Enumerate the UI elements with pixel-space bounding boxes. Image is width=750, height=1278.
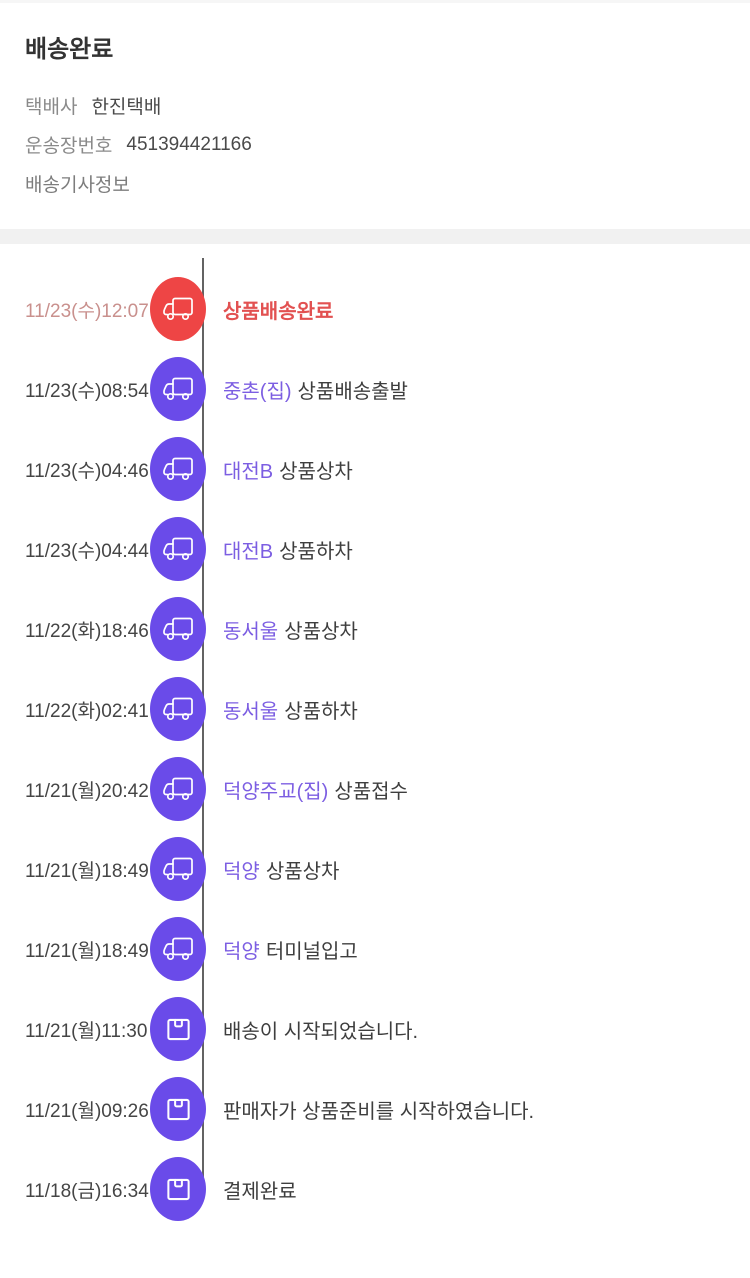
timeline-status-text: 배송이 시작되었습니다. — [223, 1015, 418, 1044]
timeline-status-text: 상품배송완료 — [223, 295, 333, 324]
timeline-status-text: 덕양 터미널입고 — [223, 935, 358, 964]
timeline-location: 덕양주교(집) — [223, 780, 329, 803]
timeline-timestamp: 11/21(월)20:42 — [25, 780, 149, 802]
timeline-location: 대전B — [223, 460, 274, 483]
timeline-row: 11/23(수)08:54 중촌(집) 상품배송출발 — [0, 349, 750, 429]
timeline-status-text: 덕양 상품상차 — [223, 855, 339, 884]
timeline-status-message: 상품하차 — [279, 540, 353, 563]
timeline-status-message: 배송이 시작되었습니다. — [223, 1020, 419, 1043]
timeline-timestamp: 11/22(화)02:41 — [25, 700, 149, 722]
tracking-number-label: 운송장번호 — [25, 136, 113, 157]
timeline-location: 덕양 — [223, 940, 260, 963]
timeline-status-message: 판매자가 상품준비를 시작하였습니다. — [223, 1100, 535, 1123]
timeline-status-message: 상품하차 — [284, 700, 358, 723]
timeline-location: 덕양 — [223, 860, 260, 883]
timeline-status-message: 터미널입고 — [265, 940, 358, 963]
package-box-icon — [166, 1018, 190, 1040]
timeline-row: 11/23(수)04:44 대전B 상품하차 — [0, 509, 750, 589]
timeline-timestamp: 11/21(월)18:49 — [25, 940, 149, 962]
timeline-timestamp: 11/23(수)04:46 — [25, 460, 149, 482]
timeline-row: 11/23(수)12:07 상품배송완료 — [0, 269, 750, 349]
timeline-status-badge — [150, 597, 206, 661]
driver-info-row: 배송기사정보 — [25, 164, 725, 203]
timeline-timestamp: 11/23(수)12:07 — [25, 300, 149, 322]
timeline-row: 11/22(화)18:46 동서울 상품상차 — [0, 589, 750, 669]
timeline-status-badge — [150, 997, 206, 1061]
timeline-location: 중촌(집) — [223, 380, 292, 403]
timeline-status-message: 상품접수 — [334, 780, 408, 803]
timeline-status-message: 상품상차 — [279, 460, 353, 483]
courier-row: 택배사 한진택배 — [25, 86, 725, 125]
page-title: 배송완료 — [25, 36, 114, 63]
timeline-status-message: 상품상차 — [265, 860, 340, 883]
timeline-timestamp: 11/23(수)08:54 — [25, 380, 149, 402]
timeline-status-text: 중촌(집) 상품배송출발 — [223, 375, 408, 404]
delivery-truck-icon — [163, 617, 193, 641]
tracking-number-row: 운송장번호 451394421166 — [25, 125, 725, 164]
timeline-row: 11/21(월)18:49 덕양 상품상차 — [0, 829, 750, 909]
package-box-icon — [166, 1098, 190, 1120]
timeline-row: 11/18(금)16:34 결제완료 — [0, 1149, 750, 1229]
timeline-status-text: 판매자가 상품준비를 시작하였습니다. — [223, 1095, 534, 1124]
timeline-status-badge — [150, 357, 206, 421]
delivery-truck-icon — [163, 457, 193, 481]
delivery-truck-icon — [163, 697, 193, 721]
delivery-truck-icon — [163, 297, 193, 321]
timeline-row: 11/22(화)02:41 동서울 상품하차 — [0, 669, 750, 749]
timeline-status-badge — [150, 837, 206, 901]
timeline-location: 대전B — [223, 540, 274, 563]
timeline-status-badge — [150, 1157, 206, 1221]
package-box-icon — [166, 1178, 190, 1200]
timeline-status-text: 대전B 상품상차 — [223, 455, 353, 484]
timeline-status-message: 상품배송완료 — [223, 300, 334, 323]
courier-label: 택배사 — [25, 97, 78, 118]
delivery-truck-icon — [163, 857, 193, 881]
timeline-timestamp: 11/21(월)11:30 — [25, 1020, 148, 1042]
timeline-status-badge — [150, 277, 206, 341]
timeline-row: 11/23(수)04:46 대전B 상품상차 — [0, 429, 750, 509]
tracking-number-value: 451394421166 — [126, 133, 252, 155]
driver-info-link[interactable]: 배송기사정보 — [25, 175, 130, 196]
timeline-status-text: 동서울 상품상차 — [223, 615, 358, 644]
delivery-truck-icon — [163, 377, 193, 401]
timeline-status-badge — [150, 517, 206, 581]
timeline-status-badge — [150, 1077, 206, 1141]
timeline-timestamp: 11/22(화)18:46 — [25, 620, 149, 642]
courier-name: 한진택배 — [91, 97, 162, 118]
delivery-truck-icon — [163, 937, 193, 961]
timeline-status-message: 상품배송출발 — [297, 380, 408, 403]
timeline-timestamp: 11/21(월)09:26 — [25, 1100, 149, 1122]
timeline-row: 11/21(월)11:30 배송이 시작되었습니다. — [0, 989, 750, 1069]
timeline-timestamp: 11/18(금)16:34 — [25, 1180, 149, 1202]
timeline-status-text: 대전B 상품하차 — [223, 535, 353, 564]
timeline-status-text: 덕양주교(집) 상품접수 — [223, 775, 408, 804]
timeline-location: 동서울 — [223, 700, 279, 723]
timeline-timestamp: 11/21(월)18:49 — [25, 860, 149, 882]
tracking-header: 배송완료 택배사 한진택배 운송장번호 451394421166 배송기사정보 — [0, 3, 750, 203]
delivery-truck-icon — [163, 777, 193, 801]
timeline-location: 동서울 — [223, 620, 279, 643]
timeline-row: 11/21(월)20:42 덕양주교(집) 상품접수 — [0, 749, 750, 829]
timeline-status-badge — [150, 917, 206, 981]
timeline-status-badge — [150, 677, 206, 741]
timeline-status-badge — [150, 757, 206, 821]
delivery-truck-icon — [163, 537, 193, 561]
timeline-timestamp: 11/23(수)04:44 — [25, 540, 149, 562]
timeline-status-text: 동서울 상품하차 — [223, 695, 358, 724]
timeline-status-message: 상품상차 — [284, 620, 358, 643]
timeline-connector-line — [202, 258, 204, 1189]
timeline-row: 11/21(월)18:49 덕양 터미널입고 — [0, 909, 750, 989]
timeline-status-badge — [150, 437, 206, 501]
timeline-status-text: 결제완료 — [223, 1175, 297, 1204]
timeline-status-message: 결제완료 — [223, 1180, 297, 1203]
timeline-list: 11/23(수)12:07 상품배송완료 11/23(수)08:54 — [0, 244, 750, 1269]
timeline-row: 11/21(월)09:26 판매자가 상품준비를 시작하였습니다. — [0, 1069, 750, 1149]
section-divider — [0, 229, 750, 244]
